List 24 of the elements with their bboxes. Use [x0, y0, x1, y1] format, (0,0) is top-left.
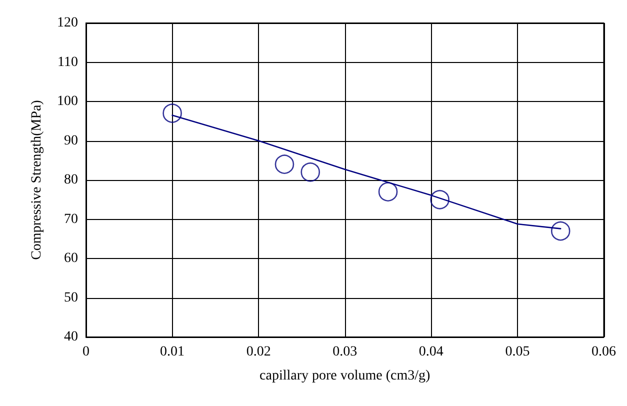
point [550, 221, 570, 241]
y-tick-label: 100 [57, 94, 78, 109]
point [378, 182, 398, 202]
y-tick-label: 90 [64, 133, 78, 148]
x-tick-label: 0.04 [418, 344, 444, 360]
y-axis-title: Compressive Strength(MPa) [30, 100, 44, 260]
y-tick-label: 80 [64, 172, 78, 188]
x-tick-label: 0.06 [592, 344, 616, 360]
point [274, 154, 294, 174]
y-tick-label: 70 [64, 212, 78, 227]
y-tick-label: 120 [57, 16, 78, 30]
y-tick-label: 60 [64, 251, 78, 266]
x-tick-label: 0 [82, 344, 90, 360]
point [162, 104, 182, 123]
y-tick-label: 40 [64, 330, 78, 344]
y-tick-label: 110 [58, 54, 78, 70]
x-tick-label: 0.02 [246, 344, 271, 360]
x-tick-label: 0.05 [505, 344, 530, 360]
y-tick-label: 50 [64, 290, 78, 306]
point [430, 190, 450, 210]
x-tick-label: 0.01 [160, 344, 185, 360]
x-tick-label: 0.03 [332, 344, 358, 360]
x-axis-title: capillary pore volume (cm3/g) [260, 368, 431, 384]
point [300, 162, 320, 182]
